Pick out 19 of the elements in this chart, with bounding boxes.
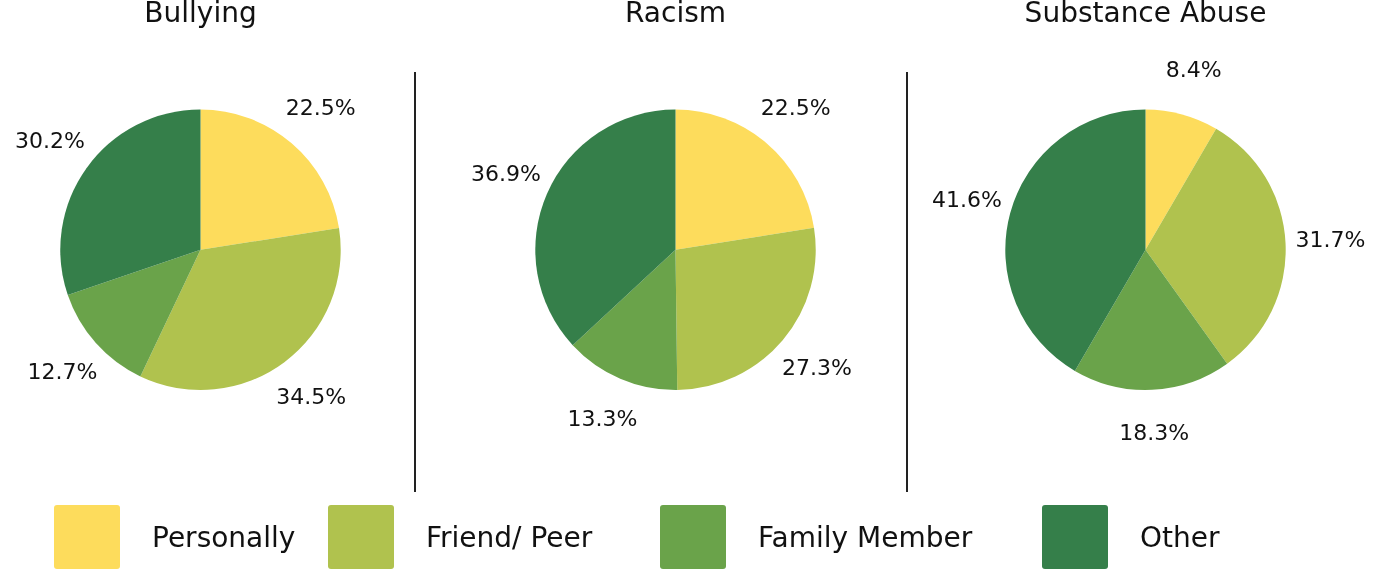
data-label: 8.4% [1165, 56, 1222, 82]
data-label: 31.7% [1295, 226, 1366, 252]
data-label: 18.3% [1119, 420, 1190, 446]
legend-label: Friend/ Peer [426, 520, 593, 554]
data-label: 34.5% [276, 383, 347, 409]
data-label: 12.7% [27, 358, 98, 384]
legend-label: Family Member [758, 520, 973, 554]
data-label: 41.6% [931, 187, 1002, 213]
legend-label: Other [1140, 520, 1220, 554]
legend-label: Personally [152, 520, 296, 554]
data-label: 30.2% [15, 127, 85, 153]
chart-title: Substance Abuse [1024, 0, 1267, 30]
data-label: 22.5% [760, 94, 831, 120]
data-label: 22.5% [285, 94, 356, 120]
data-label: 27.3% [782, 354, 852, 380]
chart-title: Racism [624, 0, 727, 30]
data-label: 13.3% [567, 405, 638, 431]
chart-title: Bullying [144, 0, 257, 30]
data-label: 36.9% [470, 161, 541, 187]
